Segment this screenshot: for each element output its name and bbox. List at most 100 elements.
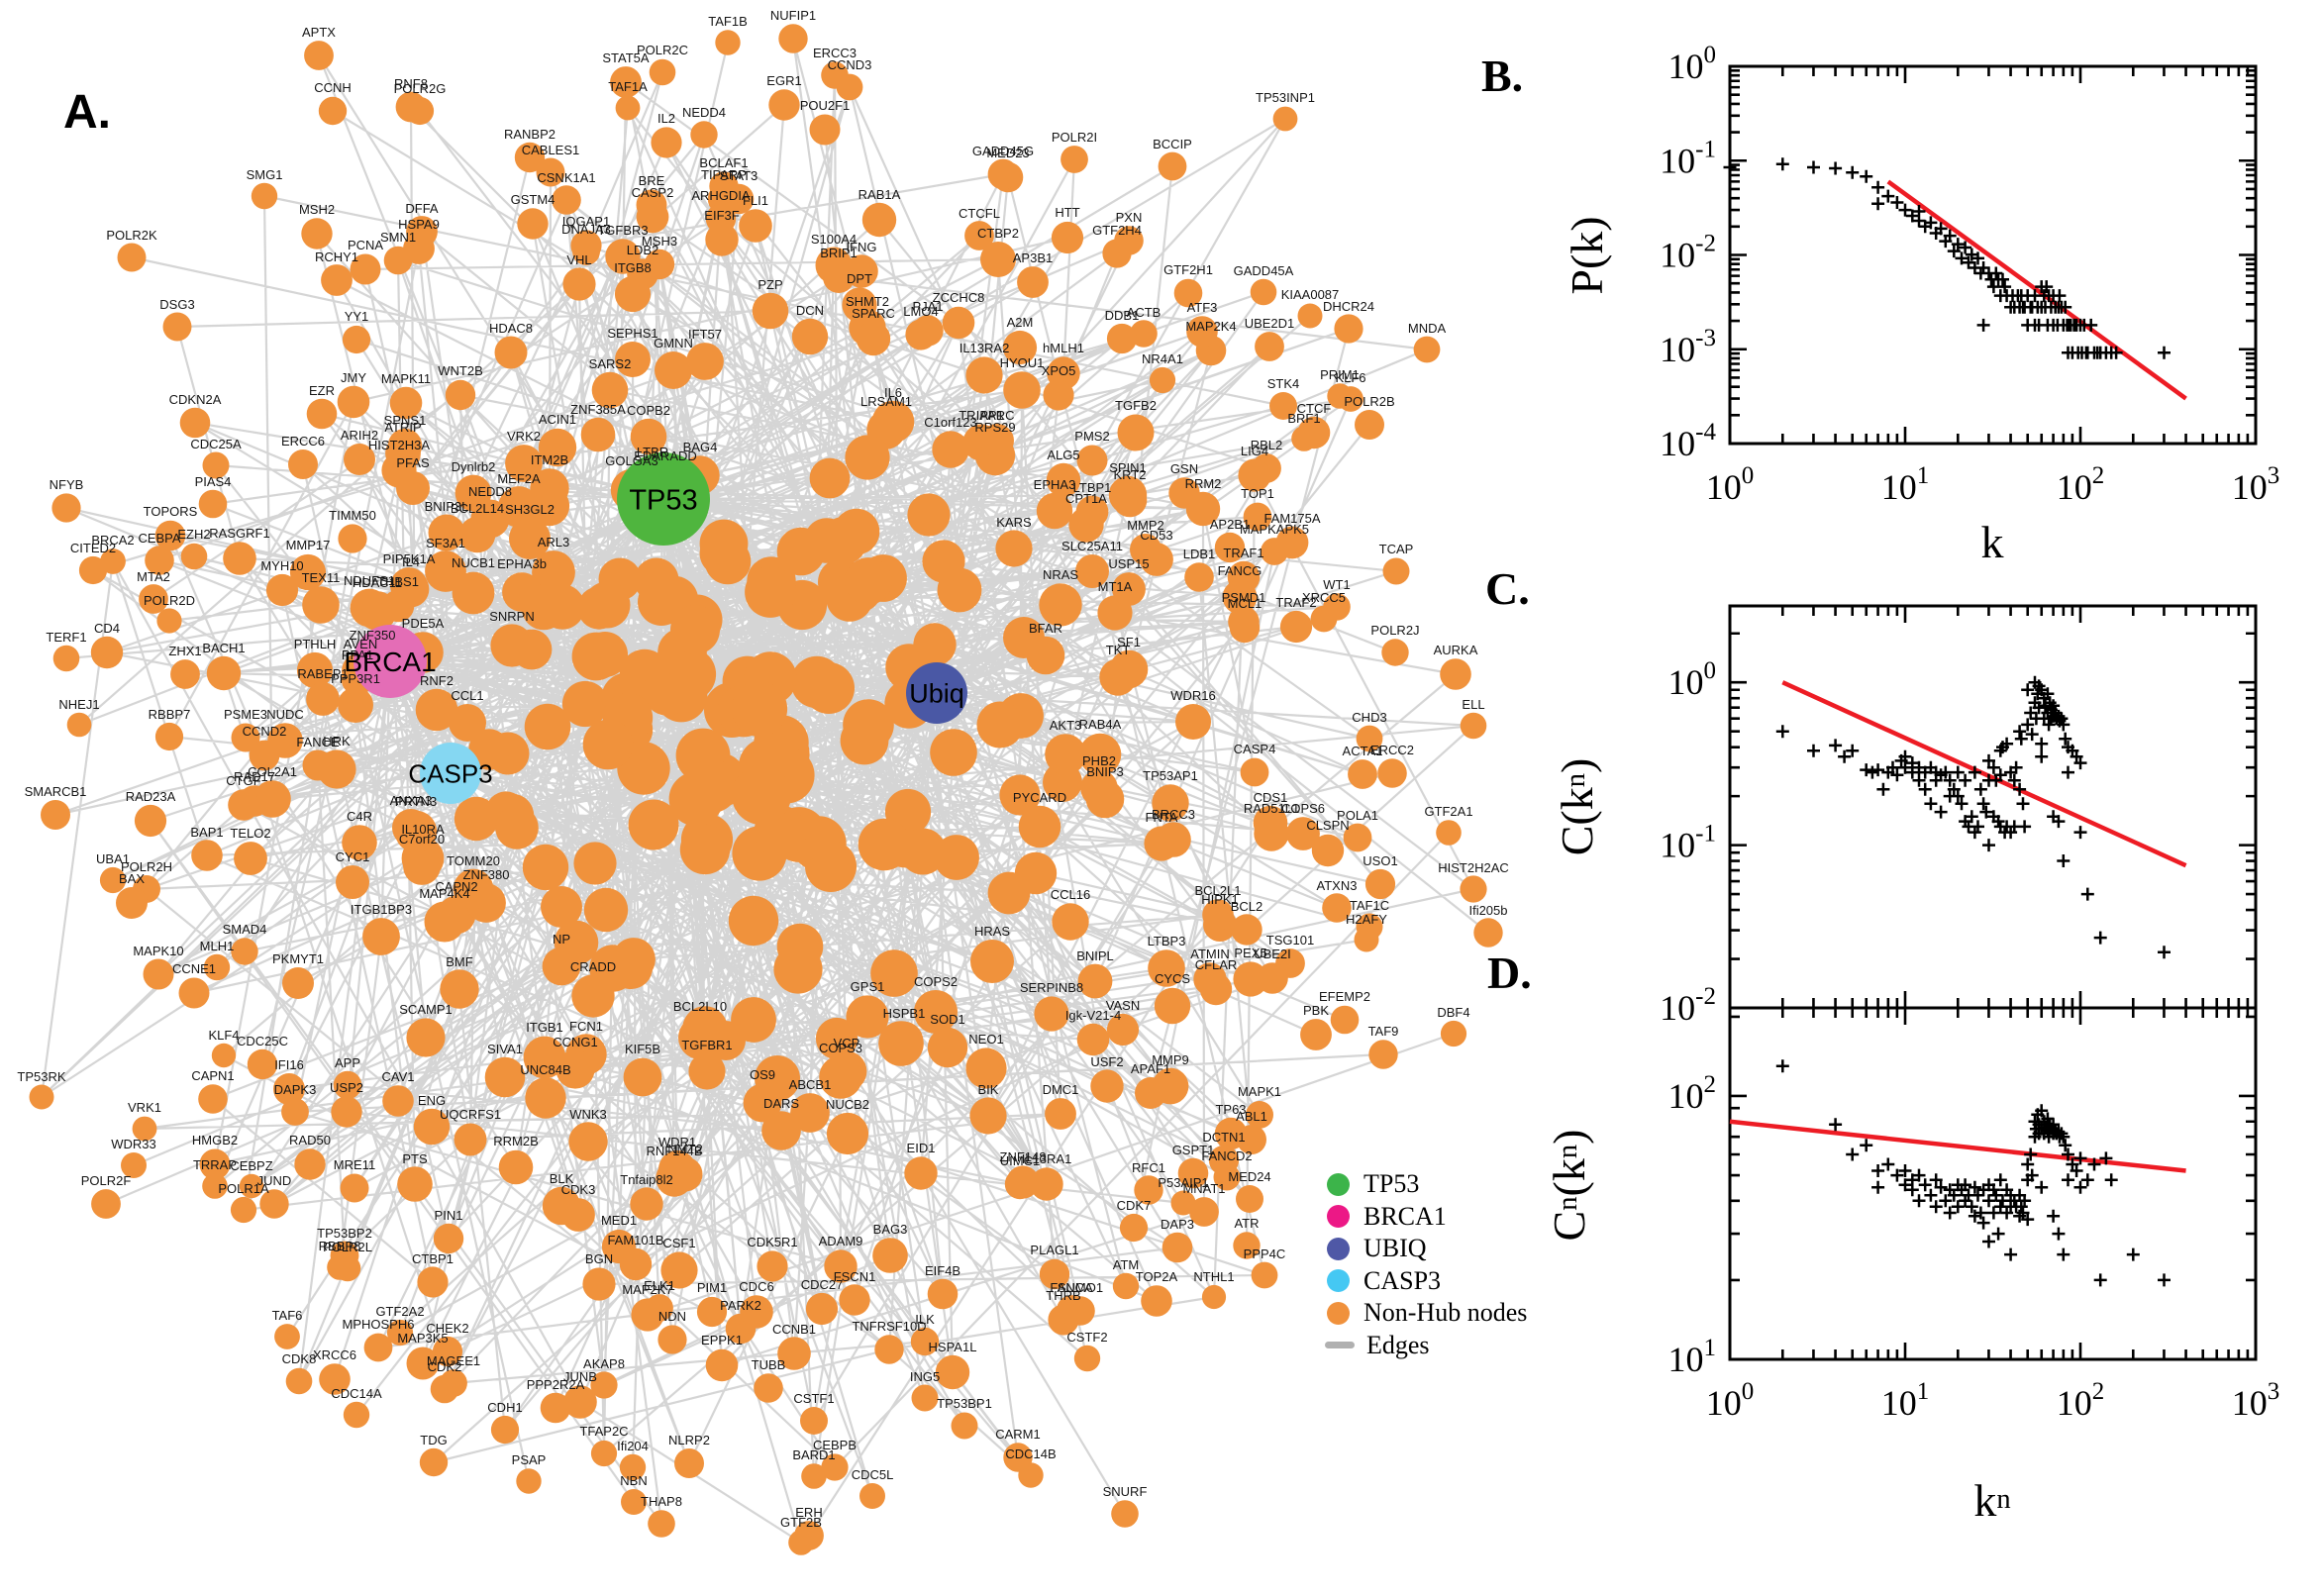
b-x-axis-label: k: [1980, 516, 2004, 567]
gene-label: TRAF2: [1275, 595, 1316, 610]
non-hub-node: [1237, 1125, 1266, 1154]
gene-label: PEX5: [1234, 946, 1266, 960]
non-hub-node: [878, 1021, 924, 1066]
gene-label: USF2: [1090, 1054, 1123, 1069]
gene-label: WNT2B: [438, 363, 483, 378]
non-hub-node: [1039, 583, 1082, 627]
non-hub-node: [440, 969, 479, 1009]
non-hub-node: [223, 542, 256, 575]
gene-label: FAM101B: [607, 1233, 663, 1247]
non-hub-node: [523, 1036, 566, 1079]
non-hub-node: [1173, 278, 1203, 308]
non-hub-node: [1073, 1345, 1101, 1372]
chart-C: 100 10-1 10-2: [1660, 604, 2258, 1028]
non-hub-node: [301, 218, 333, 249]
non-hub-node: [1141, 1285, 1172, 1317]
fit-line: [1781, 680, 2187, 868]
non-hub-node: [803, 662, 855, 714]
non-hub-node: [1045, 734, 1086, 775]
gene-label: BCL2L14: [451, 501, 504, 516]
non-hub-node: [247, 1048, 278, 1080]
tick-label: 100: [1668, 657, 1717, 702]
gene-label: TIMM50: [329, 508, 376, 523]
non-hub-node: [306, 398, 338, 430]
gene-label: FANCE: [296, 735, 340, 749]
non-hub-node: [143, 958, 174, 990]
gene-label: ATRIP: [384, 420, 421, 435]
gene-label: PJA1: [912, 299, 943, 314]
non-hub-node: [1154, 987, 1191, 1025]
non-hub-node: [178, 977, 210, 1009]
gene-label: AKAP8: [583, 1356, 625, 1371]
non-hub-node: [154, 722, 184, 751]
gene-label: WT1: [1323, 577, 1350, 592]
gene-label: C4R: [347, 809, 372, 824]
gene-label: LIG4: [1241, 444, 1268, 458]
gene-label: TAF1B: [708, 14, 748, 29]
gene-label: MYH10: [260, 558, 303, 573]
non-hub-node: [907, 493, 951, 537]
gene-label: PIM1: [697, 1280, 727, 1295]
gene-label: ZNF385A: [570, 402, 626, 417]
non-hub-node: [381, 589, 415, 623]
non-hub-node: [294, 1148, 326, 1180]
non-hub-node: [651, 127, 682, 158]
gene-label: BRE: [639, 173, 665, 188]
gene-label: CDK2: [428, 1359, 462, 1374]
non-hub-node: [540, 584, 585, 630]
gene-label: POLR2C: [637, 43, 688, 57]
gene-label: BAG3: [873, 1222, 908, 1237]
fit-line: [1886, 179, 2187, 401]
non-hub-node: [777, 1337, 811, 1370]
non-hub-node: [1323, 593, 1351, 621]
gene-label: RAD51L1: [1244, 801, 1299, 816]
non-hub-node: [1368, 1040, 1398, 1069]
gene-label: MAPKAPK5: [1240, 522, 1309, 537]
non-hub-node: [180, 543, 208, 570]
gene-label: ARL3: [538, 535, 570, 549]
non-hub-node: [715, 30, 741, 55]
gene-label: UIMC1: [1000, 1153, 1040, 1168]
gene-label: POU2F1: [800, 98, 851, 113]
non-hub-node: [511, 629, 553, 670]
gene-label: HIST2H2AC: [1438, 860, 1509, 875]
gene-label: TAF1C: [1350, 898, 1389, 913]
gene-label: BARD1: [792, 1447, 835, 1462]
gene-label: HRAS: [974, 924, 1010, 939]
tick-label: 101: [1668, 1335, 1717, 1379]
gene-label: HSPB1: [883, 1006, 926, 1021]
gene-label: C1orf123: [924, 415, 976, 430]
non-hub-node: [1193, 962, 1227, 996]
non-hub-node: [1233, 961, 1268, 997]
gene-label: POLR2I: [1052, 130, 1097, 145]
gene-label: NTHL1: [1193, 1269, 1234, 1284]
gene-label: BNIP3: [1086, 764, 1124, 779]
non-hub-node: [778, 24, 808, 53]
non-hub-node: [522, 844, 569, 891]
non-hub-node: [845, 435, 890, 480]
non-hub-node: [333, 1070, 362, 1100]
non-hub-node: [965, 1047, 1007, 1089]
non-hub-node: [554, 920, 599, 965]
non-hub-node: [1286, 817, 1320, 850]
gene-label: ABL1: [1236, 1109, 1267, 1124]
gene-label: NUDC: [266, 707, 304, 722]
gene-label: PIP5K1A: [383, 551, 436, 566]
non-hub-node: [302, 586, 340, 624]
non-hub-node: [1076, 1023, 1110, 1056]
non-hub-node: [674, 1448, 704, 1478]
non-hub-node: [382, 1085, 414, 1117]
gene-label: ATR: [1234, 1216, 1259, 1231]
gene-label: POLR2L: [323, 1240, 372, 1254]
non-hub-node: [608, 945, 654, 990]
panel-d-label: D.: [1487, 948, 1532, 998]
gene-label: Tnfaip8l2: [620, 1172, 672, 1187]
gene-label: TOP1: [1241, 486, 1274, 501]
non-hub-node: [1236, 1185, 1263, 1213]
non-hub-node: [99, 866, 127, 894]
non-hub-node: [678, 1016, 722, 1059]
non-hub-node: [1436, 820, 1462, 846]
gene-label: BAP1: [190, 825, 223, 840]
plot-frame: [1728, 1006, 2258, 1361]
tick-label: 10-3: [1660, 325, 1716, 369]
